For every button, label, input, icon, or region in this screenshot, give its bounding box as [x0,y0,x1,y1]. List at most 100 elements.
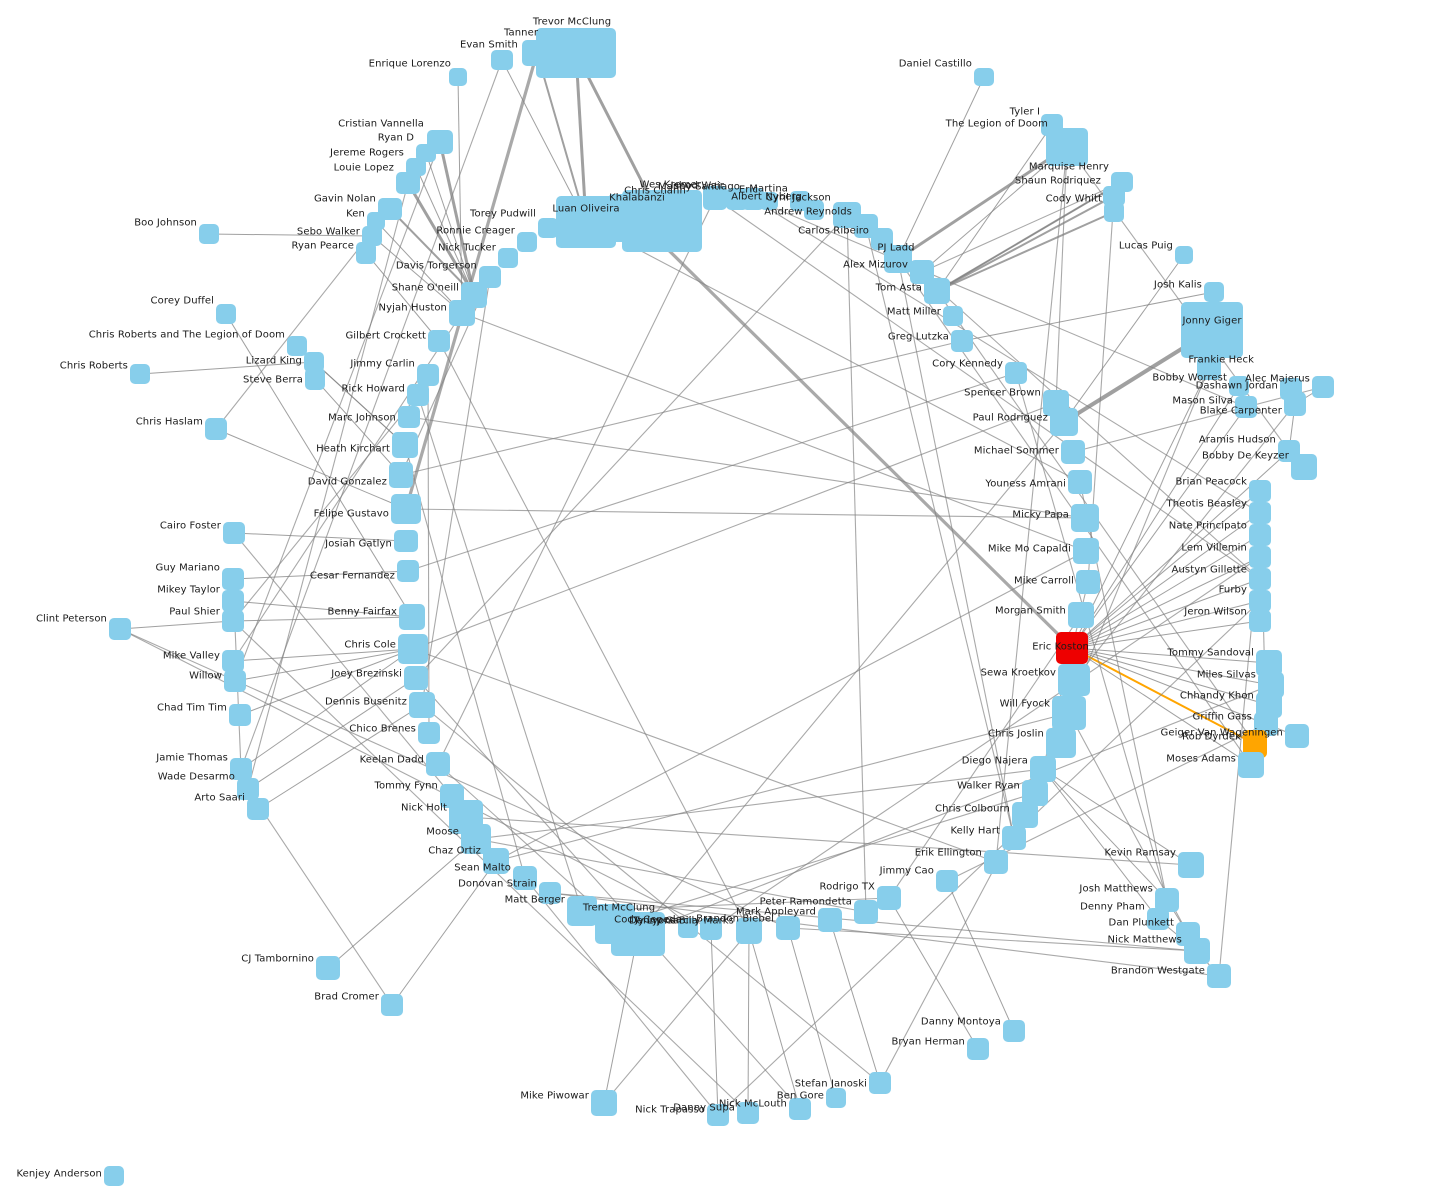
graph-node[interactable] [539,882,561,904]
graph-node[interactable] [854,900,878,924]
graph-node[interactable] [936,870,958,892]
graph-node[interactable] [416,144,436,162]
graph-node[interactable] [591,1090,617,1116]
graph-node[interactable] [483,848,509,874]
graph-node[interactable] [1030,756,1056,782]
graph-node[interactable] [742,188,764,210]
graph-node[interactable] [522,40,552,66]
graph-node[interactable] [1229,376,1249,396]
graph-node[interactable] [1005,362,1027,384]
graph-node[interactable] [426,752,450,776]
graph-node[interactable] [417,364,439,386]
graph-node[interactable] [109,618,131,640]
graph-node[interactable] [1207,964,1231,988]
graph-node[interactable] [871,228,893,250]
graph-node[interactable] [362,226,382,246]
graph-node[interactable] [1052,696,1086,730]
graph-node[interactable] [398,634,428,664]
graph-node[interactable] [1002,826,1026,850]
graph-node[interactable] [1061,440,1085,464]
graph-node[interactable] [984,850,1008,874]
graph-node[interactable] [789,1098,811,1120]
graph-node[interactable] [391,494,421,524]
graph-node[interactable] [392,432,418,458]
graph-node[interactable] [877,886,901,910]
graph-node[interactable] [1249,546,1271,568]
graph-node[interactable] [951,330,973,352]
graph-node[interactable] [943,306,963,326]
graph-node[interactable] [1071,504,1099,532]
graph-node[interactable] [538,218,558,238]
graph-node[interactable] [1178,852,1204,878]
graph-node[interactable] [1249,524,1271,546]
graph-node[interactable] [491,50,513,70]
graph-node[interactable] [229,704,251,726]
graph-node[interactable] [407,384,429,406]
graph-node[interactable] [1285,724,1309,748]
graph-node[interactable] [104,1166,124,1186]
graph-node[interactable] [967,1038,989,1060]
graph-node[interactable] [517,232,537,252]
graph-node[interactable] [356,242,376,264]
graph-node[interactable] [924,278,950,304]
graph-node[interactable] [1046,728,1076,758]
graph-node[interactable] [247,798,269,820]
graph-node[interactable] [1312,376,1334,398]
graph-node[interactable] [611,912,665,956]
graph-node[interactable] [199,224,219,244]
graph-node[interactable] [409,692,435,718]
graph-node[interactable] [737,1102,759,1124]
graph-node[interactable] [1249,610,1271,632]
graph-node[interactable] [608,194,664,242]
graph-node[interactable] [394,530,418,552]
graph-node[interactable] [1184,938,1210,964]
graph-node[interactable] [884,245,912,273]
graph-node[interactable] [760,192,778,210]
graph-node[interactable] [1058,664,1090,696]
graph-node[interactable] [222,590,244,612]
graph-node[interactable] [826,1088,846,1108]
graph-node[interactable] [1238,752,1264,778]
graph-node[interactable] [1291,454,1317,480]
graph-node[interactable] [1249,590,1271,612]
graph-node[interactable] [974,68,994,86]
graph-node[interactable] [237,778,259,800]
graph-node[interactable] [1022,780,1048,806]
graph-node[interactable] [1046,128,1088,166]
graph-node[interactable] [556,196,616,248]
graph-node[interactable] [1012,802,1038,828]
graph-node[interactable] [222,568,244,590]
graph-node[interactable] [1076,570,1100,594]
graph-node[interactable] [869,1072,891,1094]
graph-node[interactable] [818,908,842,932]
graph-node[interactable] [205,418,227,440]
graph-node[interactable] [1003,1020,1025,1042]
graph-node[interactable] [1073,538,1099,564]
graph-node[interactable] [804,200,824,220]
graph-node[interactable] [404,666,428,690]
graph-node[interactable] [449,68,467,86]
graph-node[interactable] [316,956,340,980]
graph-node[interactable] [223,522,245,544]
graph-node[interactable] [1197,356,1221,380]
graph-node[interactable] [304,352,324,372]
graph-node[interactable] [222,650,244,672]
graph-node[interactable] [1181,302,1243,358]
graph-node[interactable] [398,406,420,428]
graph-node[interactable] [703,186,727,210]
graph-node[interactable] [230,758,252,780]
graph-node[interactable] [367,212,385,230]
graph-node[interactable] [1050,408,1078,436]
graph-node[interactable] [1204,282,1224,302]
graph-node[interactable] [406,158,426,176]
graph-node[interactable] [1056,632,1088,664]
graph-node[interactable] [397,560,419,582]
graph-node[interactable] [1068,470,1092,494]
graph-node[interactable] [1249,568,1271,590]
graph-node[interactable] [1103,186,1125,206]
graph-node[interactable] [428,330,450,352]
graph-node[interactable] [449,300,475,326]
graph-node[interactable] [1104,202,1124,222]
graph-node[interactable] [1068,602,1094,628]
